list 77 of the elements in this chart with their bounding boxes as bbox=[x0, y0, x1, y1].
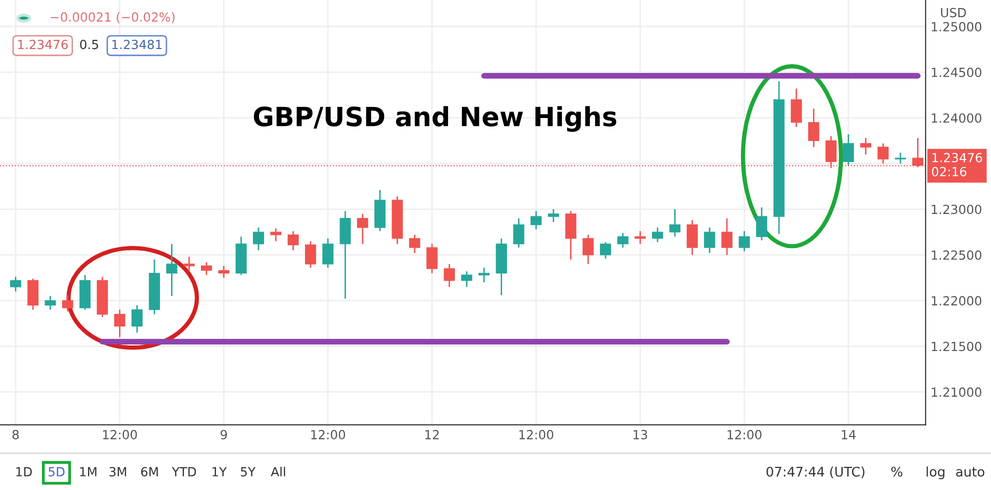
candlestick bbox=[426, 243, 438, 274]
text: 3M bbox=[110, 467, 126, 476]
candlestick bbox=[218, 265, 230, 278]
candlestick bbox=[825, 135, 837, 169]
candlestick bbox=[530, 210, 542, 230]
candlestick bbox=[513, 218, 524, 248]
candlestick bbox=[184, 256, 195, 272]
candlestick bbox=[132, 304, 143, 334]
candlestick bbox=[669, 208, 680, 238]
candlestick bbox=[166, 243, 178, 297]
text: 1D bbox=[16, 467, 32, 476]
candlestick bbox=[44, 295, 56, 310]
candlestick bbox=[10, 276, 22, 292]
candlestick bbox=[114, 309, 126, 338]
text: auto bbox=[956, 467, 984, 477]
candlestick bbox=[756, 206, 768, 241]
candlestick bbox=[200, 262, 212, 276]
candlestick bbox=[444, 263, 455, 288]
y-tick-label: 1.21500 bbox=[932, 342, 982, 352]
x-tick-label: 14 bbox=[842, 430, 856, 440]
candlestick bbox=[894, 152, 906, 164]
x-tick-label: 12:00 bbox=[728, 430, 762, 440]
text: YTD bbox=[172, 467, 196, 476]
candlestick bbox=[738, 230, 750, 252]
candlestick bbox=[582, 234, 594, 265]
candlestick bbox=[842, 134, 854, 166]
y-tick-label: 1.21000 bbox=[932, 387, 982, 397]
candlestick bbox=[288, 230, 299, 252]
candlestick bbox=[860, 137, 872, 156]
annotation: 1.23476 bbox=[18, 40, 68, 50]
annotation: 1.23481 bbox=[112, 40, 162, 50]
text: 07:47:44 (UTC) bbox=[766, 466, 864, 478]
candlestick bbox=[357, 213, 368, 245]
x-tick-label: 12:00 bbox=[103, 430, 137, 440]
candlestick bbox=[634, 230, 646, 245]
annotation: 0.5 bbox=[80, 40, 98, 50]
text: 5D bbox=[48, 467, 65, 476]
candlestick bbox=[62, 294, 74, 312]
candlestick bbox=[686, 219, 698, 256]
candlestick bbox=[704, 226, 716, 254]
text: 1M bbox=[80, 467, 96, 476]
y-tick-label: 1.24000 bbox=[932, 113, 982, 123]
text: 5Y bbox=[240, 467, 256, 476]
candlestick bbox=[808, 108, 820, 148]
candlestick bbox=[322, 238, 334, 268]
ref-line-label: 1.23476 02:16 bbox=[932, 152, 982, 176]
text: All bbox=[270, 466, 286, 476]
candlestick bbox=[790, 88, 802, 128]
candlestick bbox=[270, 228, 282, 242]
candlestick bbox=[617, 232, 628, 248]
candlestick bbox=[652, 226, 664, 243]
candlestick bbox=[252, 226, 264, 252]
y-tick-label: 1.23000 bbox=[932, 204, 982, 214]
x-tick-label: 12 bbox=[425, 430, 439, 440]
text: GBP/USD and New Highs bbox=[254, 106, 616, 132]
candlestick bbox=[409, 234, 420, 254]
y-tick-label: 1.22500 bbox=[932, 250, 982, 260]
candlestick bbox=[305, 240, 316, 268]
x-tick-label: 9 bbox=[220, 430, 227, 440]
candlestick bbox=[548, 208, 560, 223]
x-tick-label: 13 bbox=[634, 430, 648, 440]
x-tick-label: 12:00 bbox=[519, 430, 554, 440]
candlestick bbox=[461, 270, 472, 288]
candlestick bbox=[478, 266, 490, 283]
y-tick-label: 1.22000 bbox=[932, 296, 982, 306]
x-tick-label: 12:00 bbox=[311, 430, 346, 440]
x-tick-label: 8 bbox=[12, 430, 19, 440]
annotation: −0.00021 (−0.02%) bbox=[50, 12, 175, 24]
y-tick-label: 1.24500 bbox=[932, 68, 982, 78]
text: 6M bbox=[141, 467, 158, 476]
y-axis-title: USD bbox=[941, 8, 966, 18]
candlestick bbox=[600, 241, 612, 260]
text: % bbox=[891, 466, 902, 477]
text: 1Y bbox=[212, 467, 227, 476]
candlestick bbox=[721, 218, 732, 256]
y-tick-label: 1.25000 bbox=[932, 22, 982, 32]
text: log bbox=[926, 466, 944, 480]
